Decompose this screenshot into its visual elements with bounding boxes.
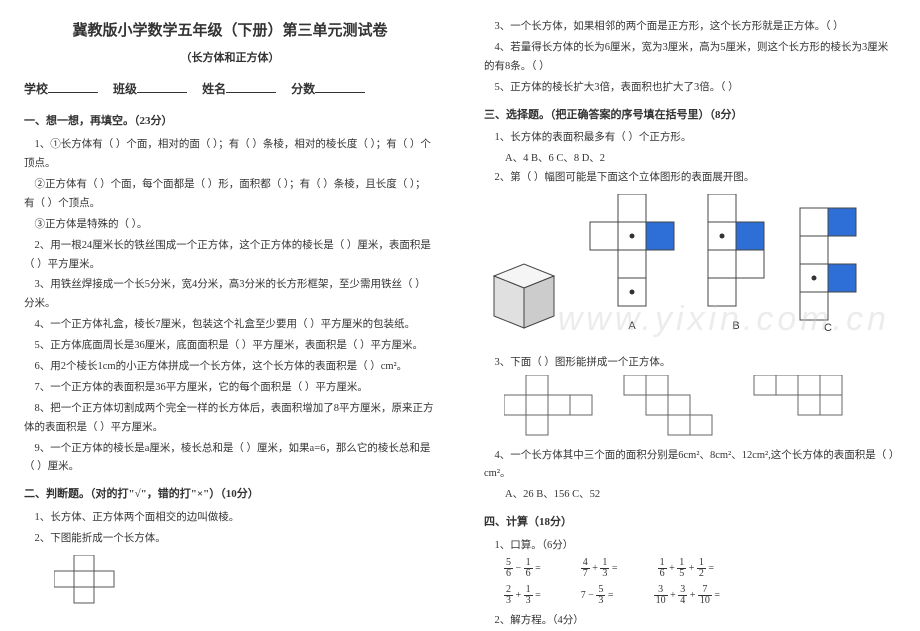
s1-q9: 9、一个正方体的棱长是a厘米，棱长总和是（ ）厘米，如果a=6，那么它的棱长总和…	[24, 440, 436, 478]
s3-q4: 4、一个长方体其中三个面的面积分别是6cm²、8cm²、12cm²,这个长方体的…	[484, 447, 896, 485]
page-title: 冀教版小学数学五年级（下册）第三单元测试卷	[24, 18, 436, 45]
section3-head: 三、选择题。（把正确答案的序号填在括号里）（8分）	[484, 106, 896, 126]
nets-diagram: A B C	[490, 194, 896, 352]
header-line: 学校 班级 姓名 分数	[24, 79, 436, 101]
s4-q2: 2、解方程。（4分）	[484, 612, 896, 631]
s1-q1c: ③正方体是特殊的（ ）。	[24, 216, 436, 235]
net3-diagram	[504, 375, 896, 445]
s2-q2: 2、下图能折成一个长方体。	[24, 530, 436, 549]
class-label: 班级	[113, 82, 137, 96]
math-row-2: 23 + 13 = 7 − 53 = 310 + 34 + 710 =	[504, 585, 896, 606]
s2-q5: 5、正方体的棱长扩大3倍，表面积也扩大了3倍。（ ）	[484, 79, 896, 98]
s3-q2: 2、第（ ）幅图可能是下面这个立体图形的表面展开图。	[484, 169, 896, 188]
fold-diagram	[54, 555, 436, 613]
s1-q7: 7、一个正方体的表面积是36平方厘米，它的每个面积是（ ）平方厘米。	[24, 379, 436, 398]
nets-svg: A B C	[490, 194, 900, 344]
name-label: 姓名	[202, 82, 226, 96]
s1-q5: 5、正方体底面周长是36厘米，底面面积是（ ）平方厘米，表面积是（ ）平方厘米。	[24, 337, 436, 356]
right-column: 3、一个长方体，如果相邻的两个面是正方形，这个长方形就是正方体。（ ） 4、若量…	[460, 0, 920, 627]
section4-head: 四、计算（18分）	[484, 513, 896, 533]
svg-text:A: A	[628, 320, 636, 332]
s1-q1a: 1、①长方体有（ ）个面，相对的面（ ）；有（ ）条棱，相对的棱长度（ ）；有（…	[24, 136, 436, 174]
s1-q6: 6、用2个棱长1cm的小正方体拼成一个长方体，这个长方体的表面积是（ ）cm²。	[24, 358, 436, 377]
fold-svg	[54, 555, 134, 605]
school-label: 学校	[24, 82, 48, 96]
s3-q3: 3、下面（ ）图形能拼成一个正方体。	[484, 354, 896, 373]
page-subtitle: （长方体和正方体）	[24, 49, 436, 69]
score-label: 分数	[291, 82, 315, 96]
s2-q3: 3、一个长方体，如果相邻的两个面是正方形，这个长方形就是正方体。（ ）	[484, 18, 896, 37]
left-column: 冀教版小学数学五年级（下册）第三单元测试卷 （长方体和正方体） 学校 班级 姓名…	[0, 0, 460, 627]
svg-text:B: B	[732, 320, 739, 332]
section2-head: 二、判断题。（对的打"√"，错的打"×"）（10分）	[24, 485, 436, 505]
s2-q4: 4、若量得长方体的长为6厘米，宽为3厘米，高为5厘米，则这个长方形的棱长为3厘米…	[484, 39, 896, 77]
s3-q1: 1、长方体的表面积最多有（ ）个正方形。	[484, 129, 896, 148]
s1-q8: 8、把一个正方体切割成两个完全一样的长方体后，表面积增加了8平方厘米，原来正方体…	[24, 400, 436, 438]
s3-q1-opts: A、4 B、6 C、8 D、2	[505, 150, 896, 169]
s4-q1: 1、口算。（6分）	[484, 537, 896, 556]
section1-head: 一、想一想，再填空。（23分）	[24, 112, 436, 132]
svg-text:C: C	[824, 322, 832, 334]
s1-q3: 3、用铁丝焊接成一个长5分米，宽4分米，高3分米的长方形框架，至少需用铁丝（ ）…	[24, 276, 436, 314]
s2-q1: 1、长方体、正方体两个面相交的边叫做棱。	[24, 509, 436, 528]
net3-svg	[504, 375, 864, 437]
s1-q4: 4、一个正方体礼盒，棱长7厘米，包装这个礼盒至少要用（ ）平方厘米的包装纸。	[24, 316, 436, 335]
s1-q1b: ②正方体有（ ）个面，每个面都是（ ）形，面积都（ ）；有（ ）条棱，且长度（ …	[24, 176, 436, 214]
math-row-1: 56 − 16 = 47 + 13 = 16 + 15 + 12 =	[504, 558, 896, 579]
s1-q2: 2、用一根24厘米长的铁丝围成一个正方体，这个正方体的棱长是（ ）厘米，表面积是…	[24, 237, 436, 275]
s3-q4-opts: A、26 B、156 C、52	[505, 486, 896, 505]
